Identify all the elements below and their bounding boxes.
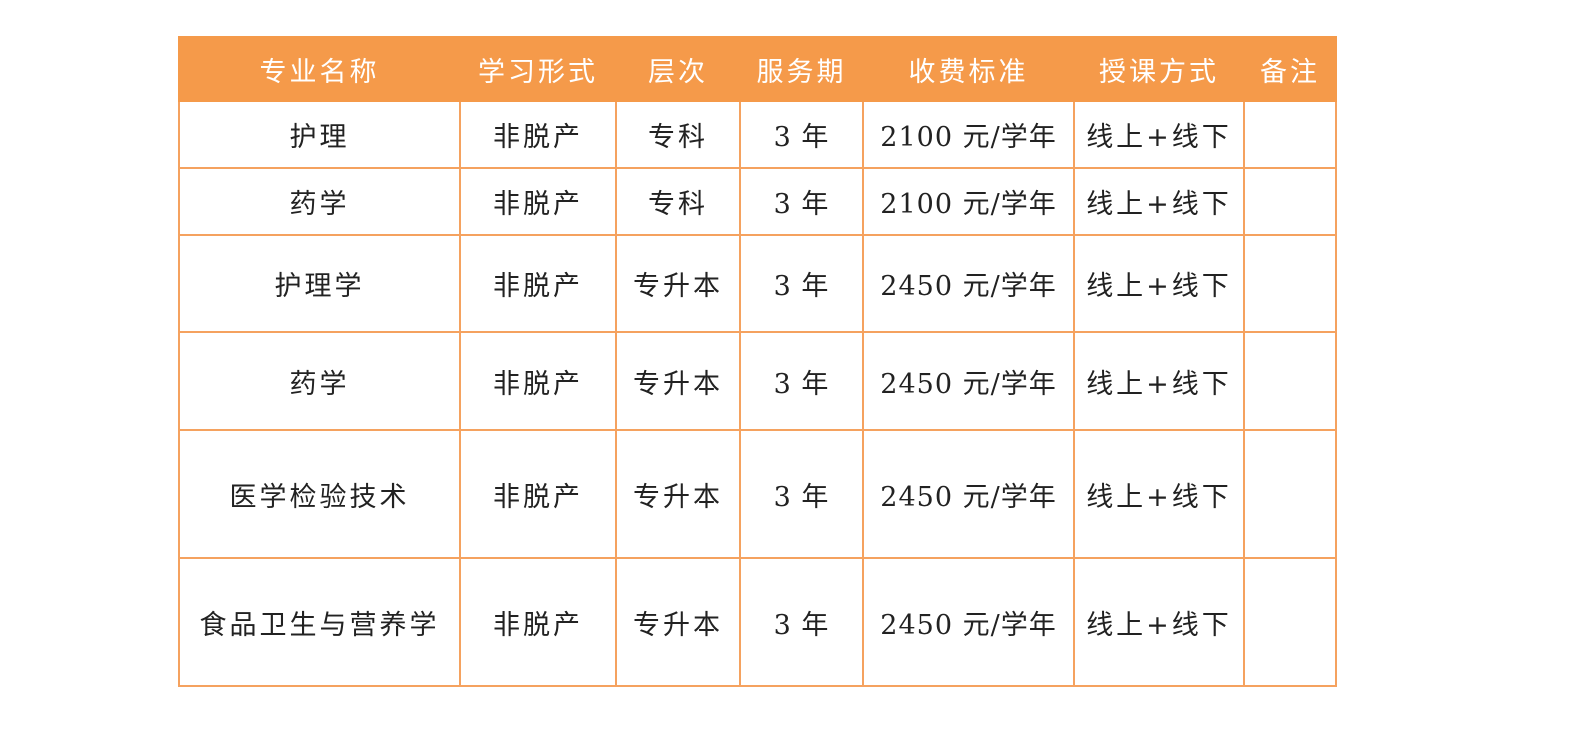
cell-remarks bbox=[1243, 100, 1337, 169]
program-fee-table: 专业名称 学习形式 层次 服务期 收费标准 授课方式 备注 护理 非脱产 专科 3 年… bbox=[178, 36, 1337, 687]
header-major: 专业名称 bbox=[178, 36, 461, 102]
cell-service-period: 3 年 bbox=[739, 234, 864, 333]
header-teaching-method: 授课方式 bbox=[1073, 36, 1245, 102]
cell-study-mode: 非脱产 bbox=[459, 331, 617, 431]
cell-teaching-method: 线上+线下 bbox=[1073, 100, 1245, 169]
cell-service-period: 3 年 bbox=[739, 429, 864, 559]
cell-major: 药学 bbox=[178, 167, 461, 236]
cell-remarks bbox=[1243, 234, 1337, 333]
cell-level: 专升本 bbox=[615, 331, 741, 431]
cell-major: 护理学 bbox=[178, 234, 461, 333]
cell-major: 食品卫生与营养学 bbox=[178, 557, 461, 687]
header-remarks: 备注 bbox=[1243, 36, 1337, 102]
table-row: 医学检验技术 非脱产 专升本 3 年 2450 元/学年 线上+线下 bbox=[178, 429, 1337, 559]
cell-service-period: 3 年 bbox=[739, 557, 864, 687]
table-row: 药学 非脱产 专科 3 年 2100 元/学年 线上+线下 bbox=[178, 167, 1337, 236]
cell-remarks bbox=[1243, 167, 1337, 236]
cell-study-mode: 非脱产 bbox=[459, 429, 617, 559]
header-level: 层次 bbox=[615, 36, 741, 102]
header-row: 专业名称 学习形式 层次 服务期 收费标准 授课方式 备注 bbox=[178, 36, 1337, 102]
cell-fee: 2450 元/学年 bbox=[862, 557, 1075, 687]
cell-study-mode: 非脱产 bbox=[459, 234, 617, 333]
cell-teaching-method: 线上+线下 bbox=[1073, 167, 1245, 236]
cell-remarks bbox=[1243, 331, 1337, 431]
cell-teaching-method: 线上+线下 bbox=[1073, 234, 1245, 333]
cell-service-period: 3 年 bbox=[739, 167, 864, 236]
table-row: 护理学 非脱产 专升本 3 年 2450 元/学年 线上+线下 bbox=[178, 234, 1337, 333]
cell-service-period: 3 年 bbox=[739, 331, 864, 431]
cell-level: 专升本 bbox=[615, 234, 741, 333]
header-study-mode: 学习形式 bbox=[459, 36, 617, 102]
cell-level: 专升本 bbox=[615, 429, 741, 559]
cell-major: 护理 bbox=[178, 100, 461, 169]
cell-teaching-method: 线上+线下 bbox=[1073, 429, 1245, 559]
cell-fee: 2450 元/学年 bbox=[862, 331, 1075, 431]
cell-teaching-method: 线上+线下 bbox=[1073, 557, 1245, 687]
cell-service-period: 3 年 bbox=[739, 100, 864, 169]
cell-fee: 2100 元/学年 bbox=[862, 167, 1075, 236]
cell-major: 医学检验技术 bbox=[178, 429, 461, 559]
header-service-period: 服务期 bbox=[739, 36, 864, 102]
cell-level: 专科 bbox=[615, 100, 741, 169]
cell-teaching-method: 线上+线下 bbox=[1073, 331, 1245, 431]
cell-fee: 2450 元/学年 bbox=[862, 234, 1075, 333]
table-row: 食品卫生与营养学 非脱产 专升本 3 年 2450 元/学年 线上+线下 bbox=[178, 557, 1337, 687]
cell-study-mode: 非脱产 bbox=[459, 100, 617, 169]
cell-major: 药学 bbox=[178, 331, 461, 431]
cell-study-mode: 非脱产 bbox=[459, 557, 617, 687]
cell-remarks bbox=[1243, 429, 1337, 559]
header-fee: 收费标准 bbox=[862, 36, 1075, 102]
table-row: 护理 非脱产 专科 3 年 2100 元/学年 线上+线下 bbox=[178, 100, 1337, 169]
cell-fee: 2450 元/学年 bbox=[862, 429, 1075, 559]
cell-level: 专升本 bbox=[615, 557, 741, 687]
cell-fee: 2100 元/学年 bbox=[862, 100, 1075, 169]
cell-study-mode: 非脱产 bbox=[459, 167, 617, 236]
table-row: 药学 非脱产 专升本 3 年 2450 元/学年 线上+线下 bbox=[178, 331, 1337, 431]
cell-remarks bbox=[1243, 557, 1337, 687]
cell-level: 专科 bbox=[615, 167, 741, 236]
